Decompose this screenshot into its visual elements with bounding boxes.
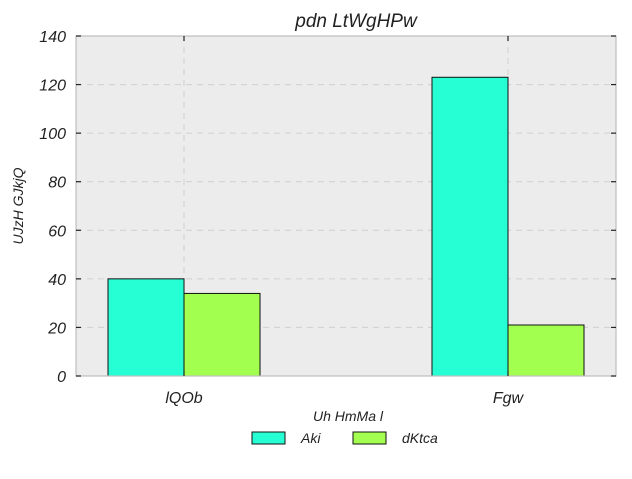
y-tick-label: 140 [39,29,66,46]
y-tick-label: 120 [39,78,66,95]
y-tick-label: 80 [48,175,66,192]
legend-swatch [352,431,387,445]
plot-frame [75,35,617,377]
x-tick-label: Fgw [493,390,525,407]
y-tick-label: 20 [47,320,66,337]
bar [507,324,585,377]
y-tick-label: 0 [57,369,66,386]
legend: Uh HmMa l Aki dKtca [251,408,438,446]
chart-title: pdn LtWgHPw [294,11,418,32]
bar [431,76,509,377]
legend-title: Uh HmMa l [313,408,384,424]
bar [107,278,185,377]
y-tick-label: 40 [48,272,66,289]
bar [183,292,261,377]
legend-label: dKtca [402,430,438,446]
y-tick-label: 100 [39,126,66,143]
x-tick-label: lQOb [165,390,202,407]
y-axis-title: UJzH GJkjQ [10,167,26,244]
y-tick-label: 60 [48,223,66,240]
legend-label: Aki [300,430,321,446]
legend-swatch [251,431,286,445]
